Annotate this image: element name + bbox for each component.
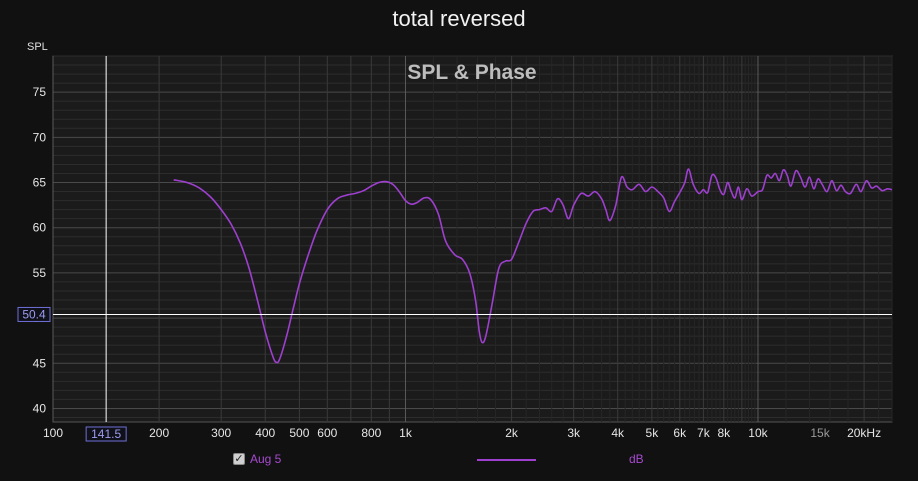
y-tick-label: 45	[33, 356, 47, 370]
cursor-y-readout: 50.4	[22, 307, 46, 321]
y-tick-label: 55	[33, 266, 47, 280]
y-tick-label: 65	[33, 176, 47, 190]
y-tick-label: 75	[33, 85, 47, 99]
y-tick-label: 60	[33, 221, 47, 235]
x-tick-label: 6k	[673, 426, 687, 440]
x-tick-label: 3k	[567, 426, 581, 440]
x-tick-label: 1k	[399, 426, 413, 440]
x-tick-label: 500	[289, 426, 309, 440]
legend-checkbox[interactable]: ✓	[233, 453, 245, 465]
cursor-layer: 141.5 50.4	[17, 56, 892, 442]
legend-unit: dB	[629, 452, 644, 466]
chart-grid	[52, 55, 893, 423]
series-line-aug-5	[173, 168, 893, 364]
cursor-x-readout: 141.5	[91, 427, 121, 441]
x-tick-label: 800	[361, 426, 381, 440]
x-tick-label: 600	[317, 426, 337, 440]
x-tick-label: 300	[211, 426, 231, 440]
x-tick-label: 100	[43, 426, 63, 440]
y-tick-label: 70	[33, 130, 47, 144]
y-tick-label: 40	[33, 401, 47, 415]
plot-area	[52, 55, 893, 423]
x-tick-label: 15k	[810, 426, 830, 440]
x-tick-label: 8k	[717, 426, 731, 440]
legend-line-swatch	[477, 459, 536, 461]
x-tick-label: 2k	[505, 426, 519, 440]
x-tick-label: 10k	[748, 426, 768, 440]
cursor-x-readout-box	[85, 426, 127, 442]
series-layer	[173, 168, 893, 364]
x-tick-label: 200	[149, 426, 169, 440]
x-tick-label: 7k	[697, 426, 711, 440]
cursor-y-readout-box	[17, 306, 51, 322]
window-title: total reversed	[392, 6, 526, 31]
y-axis-label: SPL	[27, 41, 48, 53]
chart-title: SPL & Phase	[407, 61, 536, 84]
legend-series-name: Aug 5	[250, 452, 282, 466]
x-tick-label: 5k	[646, 426, 660, 440]
x-tick-label: 4k	[611, 426, 625, 440]
x-tick-label: 20kHz	[847, 426, 881, 440]
x-tick-label: 400	[255, 426, 275, 440]
